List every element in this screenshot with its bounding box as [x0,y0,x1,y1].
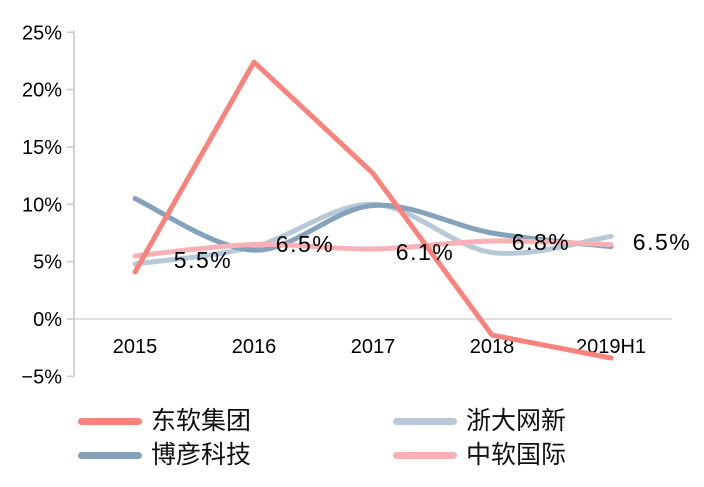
series-line-3 [132,238,614,259]
y-axis-tick-label: 20% [22,80,62,102]
data-label: 6.8% [512,229,570,255]
series-line-0 [132,59,614,361]
data-label: 6.5% [276,231,334,257]
y-axis-tick-label: 10% [22,194,62,216]
y-axis-tick-label: −5% [21,366,62,388]
data-label: 6.1% [396,239,454,265]
y-axis-tick-label: 25% [22,22,62,44]
x-axis-tick-label: 2016 [232,336,277,358]
y-axis-tick-label: 15% [22,137,62,159]
x-axis-tick-label: 2017 [351,336,396,358]
x-axis-tick-label: 2018 [470,336,515,358]
x-axis-tick-label: 2015 [113,336,158,358]
y-axis-tick-label: 5% [33,252,62,274]
data-label: 6.5% [633,229,691,255]
y-axis-tick-label: 0% [33,309,62,331]
data-label: 5.5% [174,247,232,273]
series-line-2 [132,196,614,253]
